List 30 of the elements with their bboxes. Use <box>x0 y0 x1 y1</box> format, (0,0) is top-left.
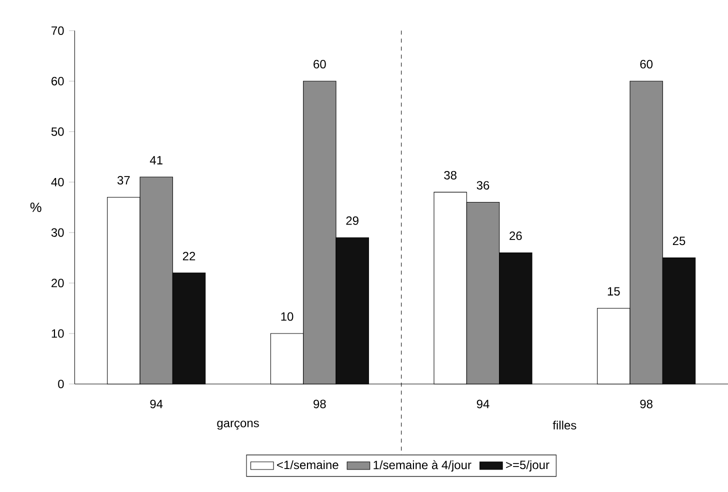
data-label: 15 <box>608 287 620 296</box>
data-label: 25 <box>672 236 686 246</box>
data-label: 60 <box>640 60 653 68</box>
legend-label: <1/semaine <box>277 460 338 470</box>
y-tick-label: 60 <box>52 76 64 86</box>
data-label: 29 <box>346 216 358 225</box>
y-tick-label: 20 <box>52 278 64 288</box>
text: filles <box>552 420 576 430</box>
x-tick-label: 94 <box>150 400 163 408</box>
legend-label: 1/semaine à 4/jour <box>374 460 472 472</box>
y-tick-label: 50 <box>51 127 64 136</box>
y-tick-label: 70 <box>52 26 64 35</box>
text: garçons <box>217 420 259 430</box>
data-label: 26 <box>510 232 522 240</box>
data-label: 38 <box>444 170 456 180</box>
x-tick-label: 98 <box>314 400 326 408</box>
data-label: 10 <box>281 312 294 321</box>
y-tick-label: 10 <box>52 329 64 338</box>
data-label: 60 <box>314 60 326 68</box>
y-tick-label: 30 <box>51 228 64 237</box>
y-tick-label: 0 <box>58 380 64 388</box>
y-tick-label: 40 <box>51 178 64 186</box>
x-tick-label: 98 <box>640 400 652 408</box>
legend-label: >=5/jour <box>506 460 550 472</box>
data-label: 37 <box>117 176 130 185</box>
y-axis-title: % <box>30 202 42 212</box>
data-label: 36 <box>476 181 490 190</box>
data-label: 22 <box>182 252 196 260</box>
data-label: 41 <box>150 156 162 164</box>
x-tick-label: 94 <box>476 400 490 408</box>
